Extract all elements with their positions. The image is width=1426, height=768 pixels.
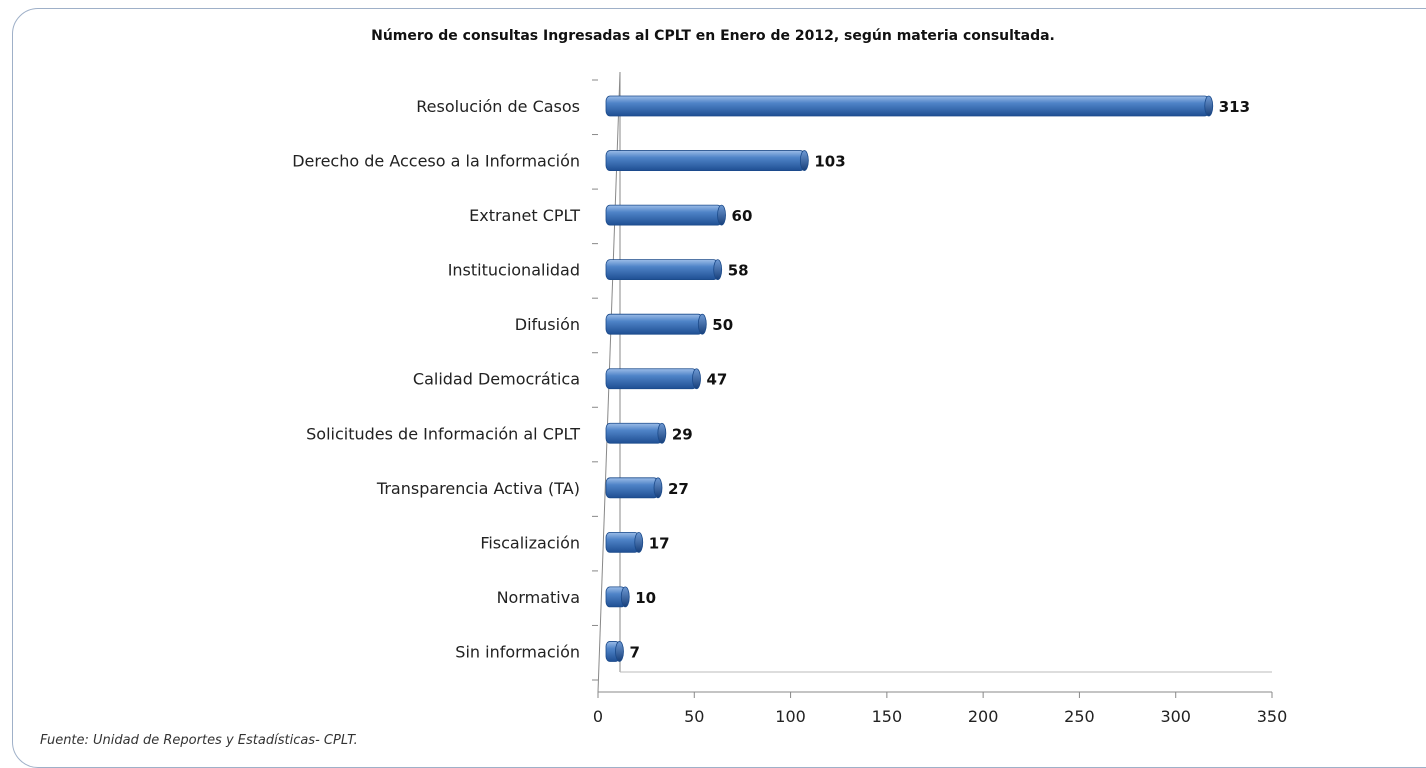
bar-cap-9 <box>620 586 630 608</box>
bar-1 <box>605 150 805 171</box>
labels-group: 0 50 100 150 200 250 300 350 313 Resolución de Ca… <box>292 97 1287 726</box>
x-tick-label: 350 <box>1257 707 1288 726</box>
x-tick-label: 50 <box>684 707 704 726</box>
value-label-6: 29 <box>672 425 693 443</box>
category-label-10: Sin información <box>455 642 580 661</box>
bar-cap-6 <box>657 422 667 444</box>
bar-cap-0 <box>1204 95 1214 117</box>
bar-5 <box>605 368 697 390</box>
bar-4 <box>605 313 703 335</box>
bar-6 <box>605 422 663 444</box>
value-label-4: 50 <box>712 316 733 334</box>
bar-2 <box>605 204 722 226</box>
value-label-5: 47 <box>707 371 728 389</box>
x-tick-label: 250 <box>1064 707 1095 726</box>
bar-cap-5 <box>692 368 701 390</box>
chart-title: Número de consultas Ingresadas al CPLT e… <box>371 28 1055 44</box>
x-tick-label: 300 <box>1160 707 1191 726</box>
category-label-8: Fiscalización <box>480 533 580 552</box>
x-tick-label: 150 <box>872 707 903 726</box>
bar-0 <box>605 95 1210 117</box>
bar-cap-3 <box>713 259 723 281</box>
source-note: Fuente: Unidad de Reportes y Estadística… <box>40 733 358 748</box>
bar-3 <box>605 259 719 281</box>
x-tick-label: 0 <box>593 707 603 726</box>
category-label-7: Transparencia Activa (TA) <box>376 479 580 498</box>
bar-cap-1 <box>799 150 809 171</box>
value-label-9: 10 <box>635 589 656 607</box>
category-label-0: Resolución de Casos <box>416 97 580 116</box>
value-label-3: 58 <box>728 262 749 280</box>
category-label-5: Calidad Democrática <box>413 370 580 389</box>
bar-chart: 0 50 100 150 200 250 300 350 313 Resolución de Ca… <box>292 71 1287 726</box>
bar-7 <box>605 477 659 499</box>
bar-8 <box>605 531 640 553</box>
value-label-1: 103 <box>814 153 845 171</box>
value-label-0: 313 <box>1219 98 1250 116</box>
category-label-3: Institucionalidad <box>448 261 580 280</box>
category-label-1: Derecho de Acceso a la Información <box>292 152 580 171</box>
value-label-8: 17 <box>649 534 670 552</box>
x-tick-label: 100 <box>775 707 806 726</box>
bar-cap-2 <box>717 204 726 226</box>
value-label-7: 27 <box>668 480 689 498</box>
bars-group <box>605 95 1214 662</box>
bar-cap-4 <box>697 313 707 335</box>
value-label-10: 7 <box>629 643 639 661</box>
value-label-2: 60 <box>732 207 753 225</box>
x-tick-label: 200 <box>968 707 999 726</box>
bar-cap-7 <box>653 477 663 499</box>
category-label-2: Extranet CPLT <box>469 206 580 225</box>
bar-cap-10 <box>615 641 624 662</box>
category-label-4: Difusión <box>515 315 580 334</box>
category-label-9: Normativa <box>497 588 580 607</box>
category-label-6: Solicitudes de Información al CPLT <box>306 424 580 443</box>
bar-cap-8 <box>634 531 644 553</box>
